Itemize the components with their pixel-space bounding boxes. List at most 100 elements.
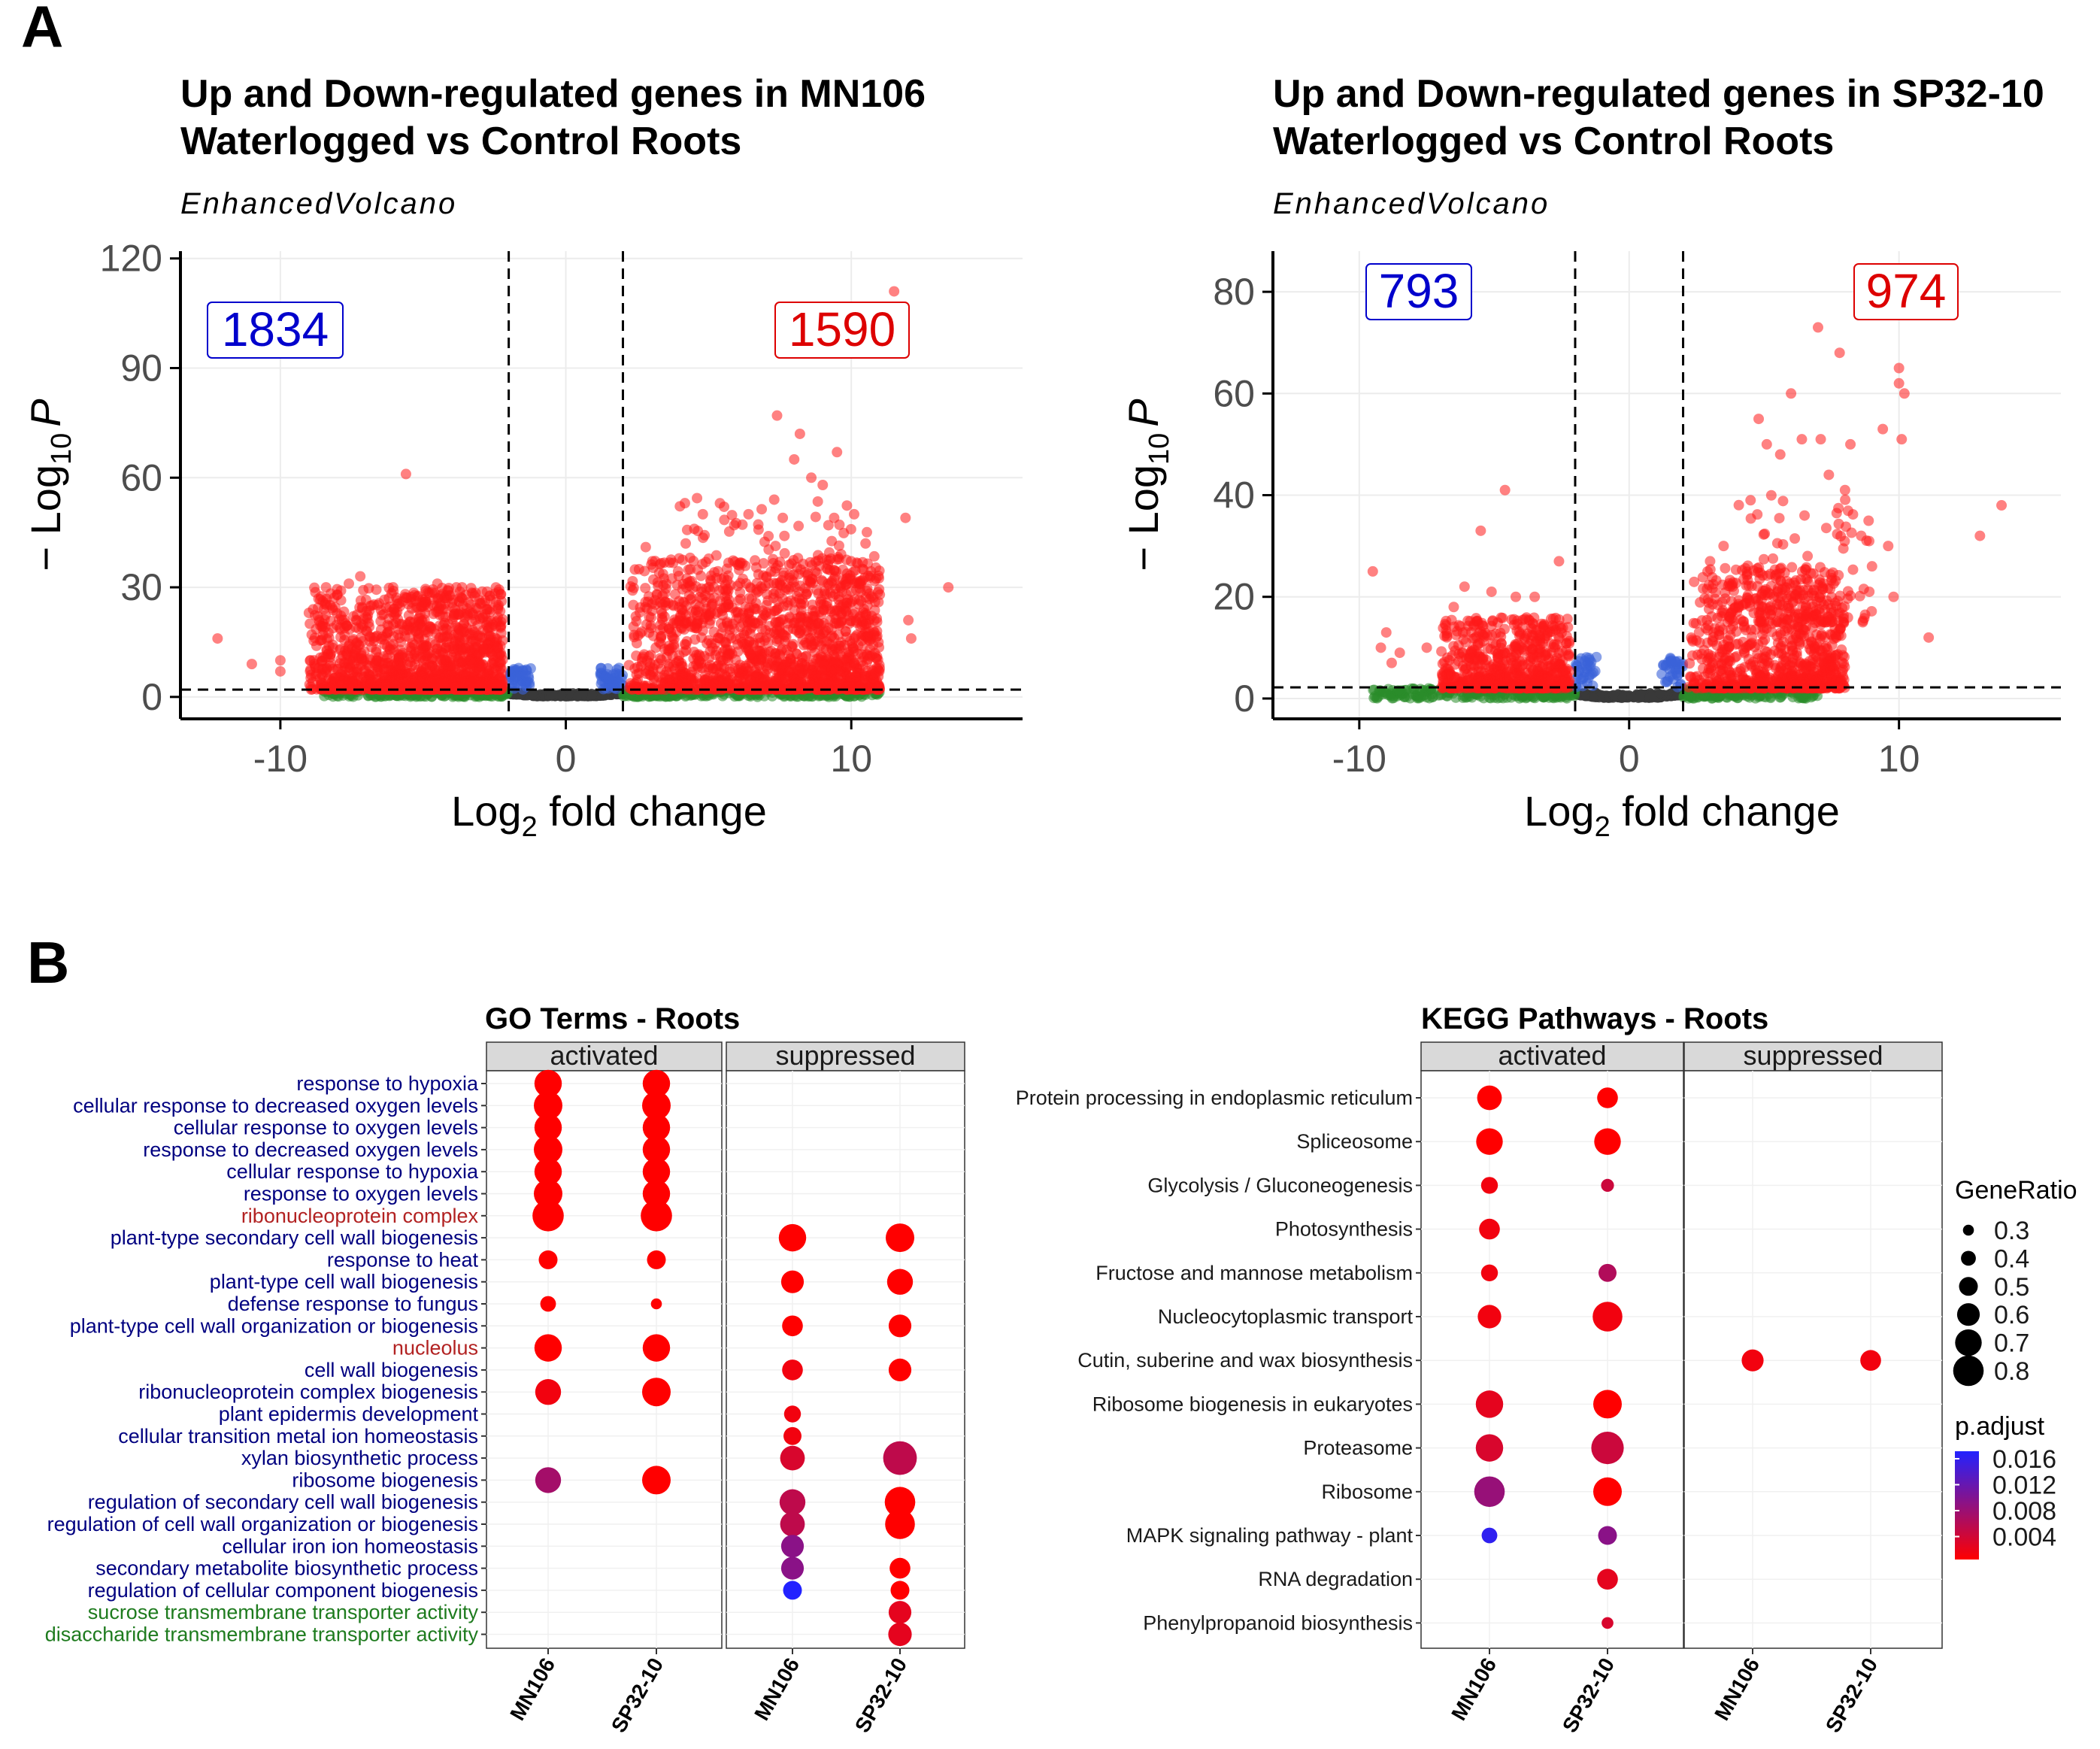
data-point <box>714 498 726 509</box>
data-point <box>392 606 403 617</box>
data-point <box>417 596 428 608</box>
data-point <box>456 644 467 655</box>
data-point <box>424 659 435 671</box>
data-point <box>732 559 744 570</box>
data-point <box>943 582 954 593</box>
data-point <box>744 593 755 604</box>
data-point <box>656 612 668 623</box>
data-point <box>1427 691 1438 702</box>
volcano-title-line2: Waterlogged vs Control Roots <box>180 120 741 163</box>
data-point <box>431 629 442 640</box>
data-point <box>829 664 841 675</box>
data-point <box>392 657 403 668</box>
data-point <box>780 672 792 684</box>
data-point <box>668 617 679 629</box>
data-point <box>889 286 900 297</box>
volcano-subtitle: EnhancedVolcano <box>180 187 457 220</box>
data-point <box>685 564 696 575</box>
data-point <box>408 617 420 628</box>
y-axis-title: − Log10P <box>22 399 77 571</box>
data-point <box>484 604 495 615</box>
data-point <box>358 620 369 631</box>
data-point <box>640 583 651 594</box>
data-point <box>861 526 872 538</box>
data-point <box>587 690 597 700</box>
data-point <box>511 671 522 683</box>
data-point <box>806 665 817 676</box>
data-point <box>465 654 476 665</box>
data-point <box>353 653 364 664</box>
data-point <box>750 555 761 566</box>
data-point <box>777 614 789 625</box>
data-point <box>320 582 332 593</box>
data-point <box>845 523 856 535</box>
plot-area <box>1273 251 2061 719</box>
y-tick-label: 0 <box>141 676 162 718</box>
data-point <box>383 593 395 604</box>
data-point <box>680 672 691 684</box>
data-point <box>528 690 538 700</box>
data-point <box>655 597 666 608</box>
data-point <box>459 612 471 623</box>
data-point <box>343 658 354 669</box>
data-point <box>903 614 914 626</box>
data-point <box>1656 689 1665 699</box>
data-point <box>817 677 828 688</box>
data-point <box>650 642 662 653</box>
data-point <box>771 410 783 421</box>
data-point <box>665 678 676 690</box>
volcano-title-line1: Up and Down-regulated genes in SP32-10 <box>1273 72 2044 116</box>
data-point <box>834 640 845 651</box>
data-point <box>628 582 639 593</box>
data-point <box>614 677 625 688</box>
data-point <box>662 644 674 656</box>
data-point <box>629 663 641 674</box>
data-point <box>402 668 414 680</box>
data-point <box>696 583 708 594</box>
y-tick-label: 60 <box>120 456 162 499</box>
data-point <box>870 668 881 679</box>
data-point <box>375 605 386 616</box>
data-point <box>820 644 832 655</box>
data-point <box>647 666 659 677</box>
data-point <box>743 508 754 520</box>
data-point <box>779 530 790 541</box>
data-point <box>388 644 399 655</box>
data-point <box>394 618 405 629</box>
data-point <box>786 640 797 651</box>
data-point <box>368 632 380 644</box>
data-point <box>817 576 829 587</box>
data-point <box>246 659 257 670</box>
data-point <box>735 632 746 644</box>
data-point <box>829 512 840 523</box>
data-point <box>841 500 853 511</box>
data-point <box>744 675 756 687</box>
data-point <box>850 617 862 628</box>
volcano-subtitle: EnhancedVolcano <box>1273 187 1550 220</box>
data-point <box>355 571 366 582</box>
data-point <box>777 601 789 612</box>
data-point <box>756 504 768 515</box>
data-point <box>697 508 708 520</box>
data-point <box>771 635 783 647</box>
data-point <box>389 672 400 684</box>
data-point <box>871 626 883 637</box>
data-point <box>642 596 653 608</box>
data-point <box>634 607 645 618</box>
data-point <box>429 594 440 605</box>
data-point <box>711 550 722 561</box>
data-point <box>335 632 346 643</box>
data-point <box>556 691 566 701</box>
x-tick-label: 10 <box>830 738 872 780</box>
data-point <box>823 547 835 558</box>
data-point <box>819 588 830 599</box>
down-count-box: 1834 <box>207 302 344 359</box>
data-point <box>831 618 842 629</box>
data-point <box>710 650 721 661</box>
data-point <box>484 590 495 602</box>
data-point <box>813 617 824 629</box>
volcano-title-line2: Waterlogged vs Control Roots <box>1273 120 1834 163</box>
data-point <box>440 603 451 614</box>
data-point <box>692 493 703 504</box>
